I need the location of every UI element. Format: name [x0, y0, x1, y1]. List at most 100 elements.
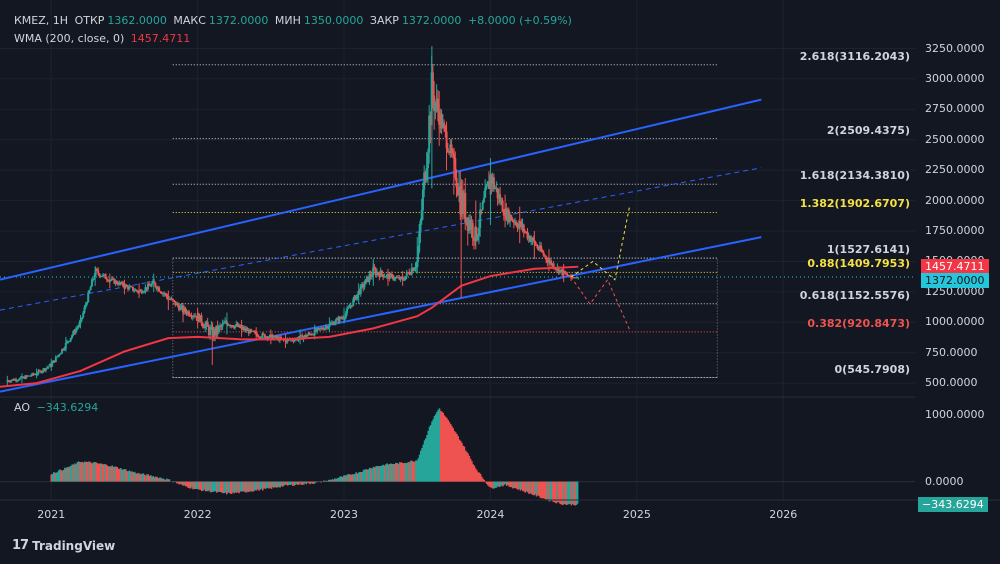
- candle-body: [183, 307, 186, 312]
- candle-body: [409, 274, 412, 276]
- candle-body: [57, 354, 60, 357]
- candle-body: [555, 268, 558, 270]
- ao-legend: AO −343.6294: [14, 401, 101, 414]
- candle-body: [124, 285, 127, 288]
- candle-body: [180, 305, 183, 307]
- candle-body: [273, 335, 276, 338]
- candle-body: [506, 209, 509, 220]
- candle-body: [435, 98, 438, 104]
- projection-bear-path: [570, 276, 630, 330]
- time-tick-label: 2023: [330, 508, 359, 521]
- close-label: ЗАКР: [369, 14, 399, 27]
- candle-body: [120, 282, 123, 284]
- candle-body: [16, 380, 19, 382]
- candle-body: [411, 268, 414, 271]
- candle-body: [484, 188, 487, 198]
- candle-body: [51, 362, 54, 367]
- candle-body: [265, 336, 268, 338]
- candle-body: [365, 276, 368, 280]
- candle-body: [497, 194, 500, 199]
- candle-body: [545, 256, 548, 260]
- candle-body: [490, 175, 493, 184]
- candle-body: [558, 269, 561, 273]
- candle-body: [418, 232, 421, 252]
- fib-level-label: 2.618(3116.2043): [799, 49, 910, 63]
- candle-body: [253, 331, 256, 333]
- candle-body: [23, 376, 26, 379]
- candle-body: [561, 269, 564, 276]
- candle-body: [309, 333, 312, 335]
- candle-body: [292, 340, 295, 342]
- candle-body: [403, 279, 406, 281]
- wma-label: WMA (200, close, 0): [14, 32, 125, 45]
- candle-body: [317, 328, 320, 330]
- candle-body: [359, 285, 362, 295]
- candle-body: [164, 293, 167, 295]
- candle-body: [511, 220, 514, 222]
- candle-body: [56, 356, 59, 358]
- candle-body: [374, 269, 377, 276]
- candle-body: [63, 348, 66, 350]
- fib-level-label: 1.382(1902.6707): [799, 197, 910, 211]
- candle-body: [214, 329, 217, 336]
- candle-body: [77, 326, 80, 328]
- candle-body: [112, 278, 115, 280]
- candle-body: [227, 325, 230, 327]
- candle-body: [20, 376, 23, 379]
- candle-body: [368, 274, 371, 282]
- tradingview-logo[interactable]: 17 TradingView: [12, 538, 116, 553]
- candle-body: [224, 321, 227, 324]
- open-label: ОТКР: [74, 14, 105, 27]
- candle-body: [349, 305, 352, 308]
- fib-level-label: 0.618(1152.5576): [799, 288, 910, 302]
- candle-body: [58, 354, 61, 356]
- candle-body: [206, 322, 209, 327]
- candle-body: [119, 282, 122, 284]
- candle-body: [575, 277, 578, 279]
- candle-body: [472, 237, 475, 241]
- time-tick-label: 2024: [476, 508, 505, 521]
- candle-body: [27, 375, 30, 377]
- candle-body: [319, 328, 322, 330]
- candle-body: [163, 293, 166, 295]
- candle-body: [486, 181, 489, 186]
- candle-body: [117, 283, 120, 285]
- candle-body: [533, 240, 536, 245]
- candle-body: [380, 270, 383, 275]
- candle-body: [122, 282, 125, 287]
- candle-body: [80, 317, 83, 320]
- candle-body: [311, 334, 314, 336]
- candle-body: [474, 227, 477, 241]
- candle-body: [159, 291, 162, 293]
- candle-body: [499, 194, 502, 203]
- candle-body: [526, 231, 529, 239]
- candle-body: [475, 227, 478, 240]
- candle-body: [100, 275, 103, 277]
- candle-body: [543, 255, 546, 257]
- candle-body: [37, 370, 40, 374]
- candle-body: [308, 333, 311, 335]
- candle-body: [246, 329, 249, 331]
- candle-body: [480, 209, 483, 211]
- candle-body: [44, 368, 47, 371]
- price-tick-label: 500.0000: [925, 376, 978, 390]
- candle-body: [109, 280, 112, 282]
- candle-body: [155, 286, 158, 290]
- ohlc-legend: КМЕZ, 1Н ОТКР 1362.0000 МАКС 1372.0000 МИН…: [14, 14, 575, 27]
- candle-body: [74, 329, 77, 334]
- candle-body: [220, 325, 223, 327]
- candle-body: [531, 237, 534, 241]
- candle-body: [139, 290, 142, 292]
- candle-body: [129, 286, 132, 288]
- projection-bull-path: [570, 206, 631, 281]
- price-tick-label: 2000.0000: [925, 193, 985, 207]
- candle-body: [394, 277, 397, 279]
- candle-body: [563, 270, 566, 274]
- candle-body: [293, 339, 296, 342]
- candle-body: [363, 284, 366, 288]
- candle-body: [113, 278, 116, 284]
- candle-body: [161, 293, 164, 295]
- candle-body: [251, 330, 254, 332]
- candle-body: [354, 295, 357, 300]
